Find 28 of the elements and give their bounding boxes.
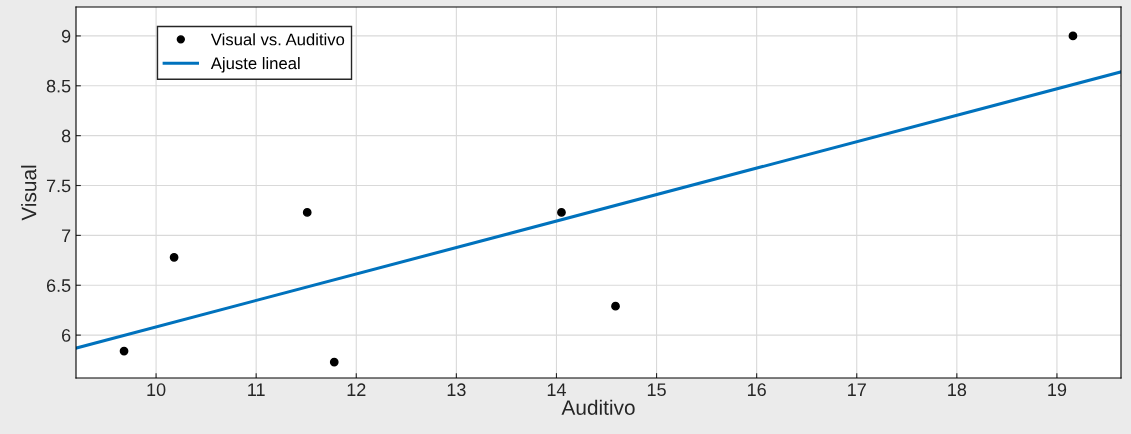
x-tick-label: 17 <box>848 383 866 396</box>
legend-label: Ajuste lineal <box>210 57 300 73</box>
y-tick-label: 7 <box>62 229 71 242</box>
x-tick-label: 19 <box>1048 383 1067 397</box>
x-tick-label: 14 <box>547 383 566 396</box>
point <box>169 252 179 262</box>
point <box>302 208 312 217</box>
y-tick-label: 6 <box>62 329 71 342</box>
x-axis-title: Auditivo <box>561 399 635 415</box>
x-tick-label: 12 <box>347 383 366 396</box>
point <box>1068 31 1078 41</box>
x-tick-label: 11 <box>248 383 265 396</box>
y-tick-label: 8.5 <box>46 79 71 93</box>
x-tick-label: 18 <box>948 383 967 397</box>
y-axis-title: Visual <box>21 165 37 221</box>
y-tick-label: 9 <box>61 29 71 43</box>
x-tick-label: 10 <box>147 383 166 397</box>
y-tick-label: 6.5 <box>46 279 71 292</box>
point <box>611 301 620 311</box>
x-tick-label: 13 <box>447 383 466 397</box>
point <box>329 357 339 367</box>
x-tick-label: 15 <box>647 383 666 397</box>
point <box>119 346 129 356</box>
y-tick-label: 8 <box>61 129 71 143</box>
x-tick-label: 16 <box>747 383 766 397</box>
point <box>557 208 566 217</box>
y-tick-label: 7.5 <box>46 179 71 193</box>
legend-label: Visual vs. Auditivo <box>210 33 345 46</box>
